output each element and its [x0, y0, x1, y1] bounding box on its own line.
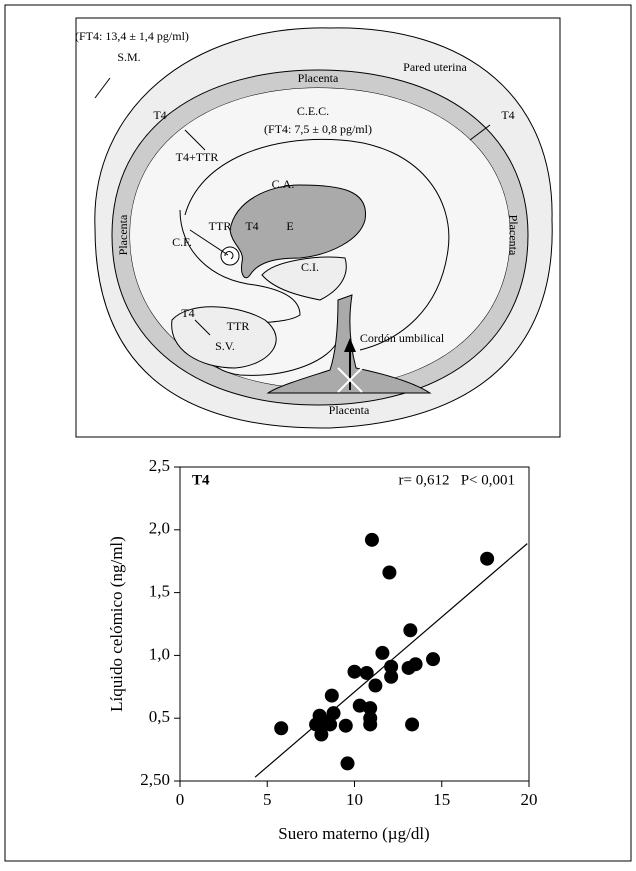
point — [426, 652, 441, 667]
point — [480, 551, 495, 566]
y-tick-label: 1,5 — [149, 582, 170, 601]
label: C.E.C. — [297, 104, 329, 118]
inner-cavity — [261, 256, 347, 301]
label: Cordón umbilical — [360, 331, 445, 345]
plot-frame — [179, 466, 530, 782]
point — [403, 623, 418, 638]
label: T4 — [153, 108, 166, 122]
label: Pared uterina — [403, 60, 467, 74]
label: C.A. — [272, 177, 295, 191]
point — [359, 665, 374, 680]
x-tick-label: 10 — [346, 790, 363, 809]
y-tick-label: 1,0 — [149, 644, 170, 663]
label: C.I. — [301, 260, 319, 274]
label: (FT4: 13,4 ± 1,4 pg/ml) — [75, 29, 189, 43]
point — [382, 565, 397, 580]
arrow — [94, 77, 111, 99]
x-tick-label: 0 — [176, 790, 185, 809]
point — [324, 688, 339, 703]
yolk-sac — [171, 306, 277, 369]
label: Placenta — [298, 71, 339, 85]
point — [314, 727, 329, 742]
label: T4+TTR — [176, 150, 219, 164]
label: T4 — [245, 219, 258, 233]
cross — [337, 367, 363, 393]
y-tick-label: 2,50 — [140, 770, 170, 789]
amnion — [184, 138, 450, 351]
arrow — [194, 319, 211, 336]
embryo — [229, 184, 367, 279]
point — [384, 669, 399, 684]
y-tick-label: 0,5 — [149, 707, 170, 726]
x-axis-label: Suero materno (µg/dl) — [278, 824, 429, 843]
point — [368, 678, 383, 693]
point — [340, 756, 355, 771]
label: TTR — [209, 219, 232, 233]
y-axis-label: Líquido celómico (ng/ml) — [107, 536, 126, 712]
point — [405, 717, 420, 732]
spiral — [224, 251, 234, 260]
fetal-cavity — [220, 246, 240, 266]
point — [384, 659, 399, 674]
label: S.M. — [117, 50, 140, 64]
label: S.V. — [215, 339, 235, 353]
point — [274, 721, 289, 736]
label: Placenta — [116, 214, 130, 255]
point — [408, 657, 423, 672]
point — [364, 532, 379, 547]
arrow-head — [344, 338, 356, 352]
x-tick-label: 15 — [433, 790, 450, 809]
x-tick-label: 20 — [521, 790, 538, 809]
arrow — [469, 124, 491, 141]
arrow — [184, 129, 206, 151]
label: Placenta — [329, 403, 370, 417]
frame — [4, 4, 632, 862]
point — [326, 706, 341, 721]
y-tick-label: 2,5 — [149, 456, 170, 475]
point — [323, 717, 338, 732]
point — [347, 664, 362, 679]
point — [363, 717, 378, 732]
annotation: T4 — [192, 472, 210, 488]
point — [338, 718, 353, 733]
point — [352, 698, 367, 713]
label: E — [286, 219, 293, 233]
point — [363, 701, 378, 716]
label: T4 — [181, 306, 194, 320]
label: TTR — [227, 319, 250, 333]
label: (FT4: 7,5 ± 0,8 pg/ml) — [264, 122, 372, 136]
arrow — [189, 229, 229, 256]
label: T4 — [501, 108, 514, 122]
label: C.F. — [172, 235, 192, 249]
y-tick-label: 2,0 — [149, 519, 170, 538]
point — [375, 645, 390, 660]
x-tick-label: 5 — [263, 790, 272, 809]
stats: r= 0,612 P< 0,001 — [398, 472, 515, 488]
label: Placenta — [506, 215, 520, 256]
